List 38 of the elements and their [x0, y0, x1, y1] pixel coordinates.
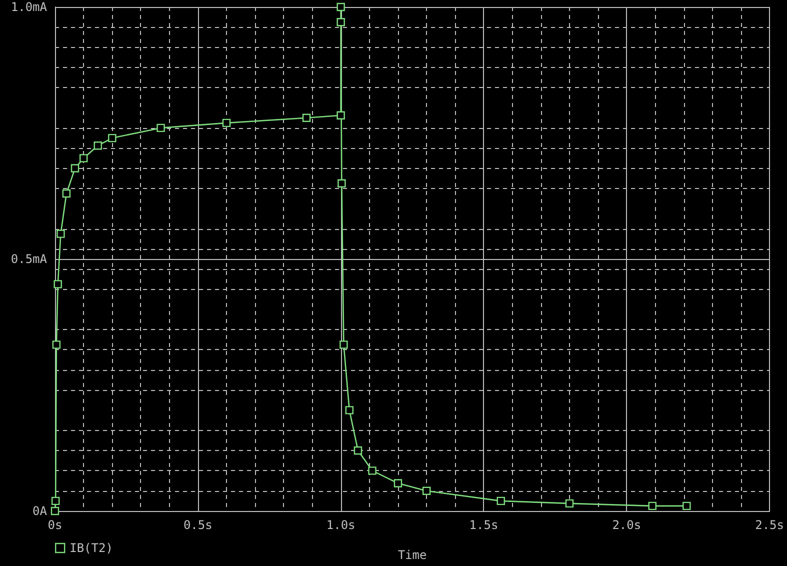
- point: [354, 446, 362, 455]
- legend-label: IB(T2): [70, 541, 113, 555]
- point: [56, 230, 65, 238]
- point: [302, 114, 311, 122]
- point: [394, 479, 402, 488]
- point: [496, 496, 505, 506]
- x-tick-label: 1.0s: [326, 518, 356, 532]
- point: [340, 340, 348, 349]
- x-tick-label: 2.5s: [755, 518, 784, 532]
- point: [108, 134, 116, 142]
- point: [336, 111, 345, 120]
- point: [368, 466, 376, 475]
- point: [648, 502, 656, 510]
- point: [94, 142, 102, 150]
- point: [156, 124, 165, 132]
- point: [70, 164, 80, 172]
- point: [54, 280, 62, 288]
- point: [565, 499, 574, 508]
- point: [52, 340, 61, 349]
- y-tick-label: 0A: [32, 504, 48, 518]
- point: [62, 189, 71, 198]
- point: [51, 496, 60, 506]
- x-tick-label: 0.5s: [183, 518, 212, 532]
- point: [682, 502, 691, 510]
- y-tick-label: 1.0mA: [10, 0, 48, 14]
- point: [336, 18, 345, 26]
- x-tick-label: 0s: [48, 518, 62, 532]
- point: [50, 506, 60, 516]
- point: [338, 179, 346, 188]
- point: [79, 154, 88, 162]
- point: [422, 486, 431, 495]
- x-axis-title: Time: [398, 548, 427, 562]
- point: [345, 406, 354, 414]
- x-tick-label: 1.5s: [469, 518, 498, 532]
- x-tick-label: 2.0s: [612, 518, 642, 532]
- y-tick-label: 0.5mA: [10, 252, 48, 266]
- point: [336, 2, 345, 12]
- point: [222, 118, 231, 128]
